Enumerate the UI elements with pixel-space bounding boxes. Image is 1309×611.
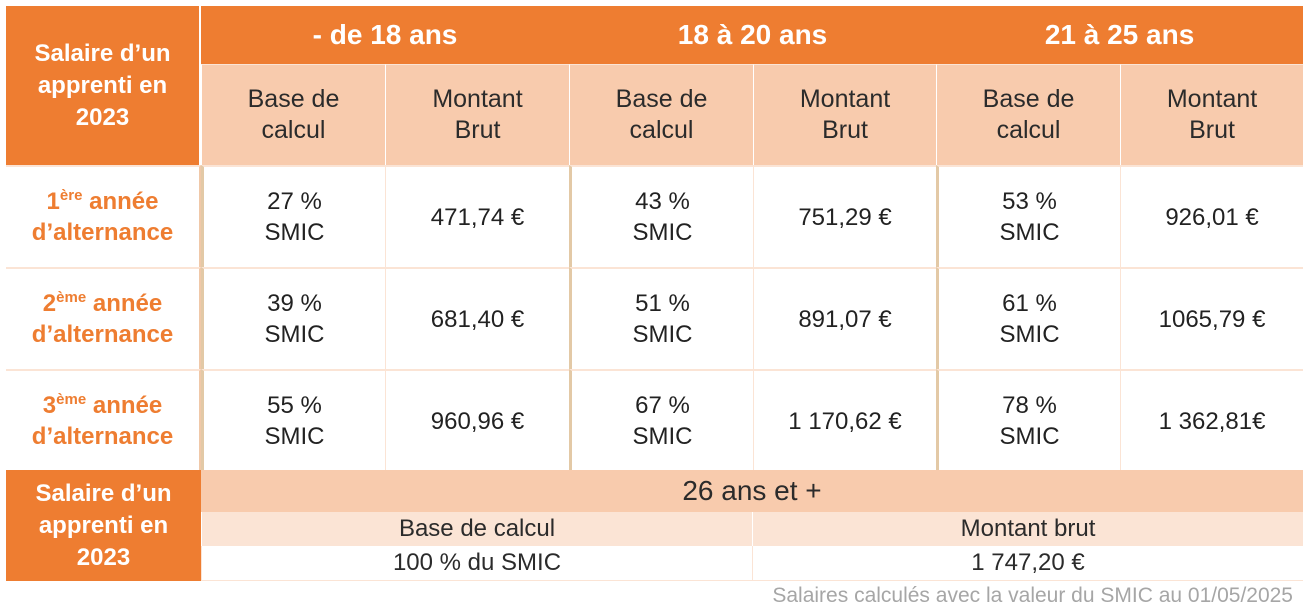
row-number: 1 <box>46 188 60 215</box>
corner-line: 2023 <box>76 543 131 571</box>
base-pct: 39 % <box>267 290 322 317</box>
montant-cell: 471,74 € <box>385 165 570 267</box>
age-header-18-20: 18 à 20 ans <box>569 6 937 64</box>
corner-line: Salaire d’un <box>34 39 171 67</box>
sub-line: Base de <box>982 85 1075 113</box>
row-ordinal: ère <box>59 187 83 204</box>
base-unit: SMIC <box>632 423 693 450</box>
base-cell: 51 % SMIC <box>569 267 754 369</box>
bottom-montant-value: 1 747,20 € <box>752 546 1303 581</box>
base-cell: 78 % SMIC <box>936 369 1121 471</box>
row-header-line1: 3ème année <box>6 390 199 421</box>
bottom-value-row: 100 % du SMIC 1 747,20 € <box>6 546 1303 581</box>
age-header-under-18: - de 18 ans <box>201 6 570 64</box>
base-unit: SMIC <box>999 321 1060 348</box>
corner-line: 2023 <box>75 103 130 131</box>
sub-header-montant: Montant Brut <box>1120 64 1304 165</box>
row-header-line2: d’alternance <box>31 219 174 246</box>
base-unit: SMIC <box>999 219 1060 246</box>
corner-header: Salaire d’un apprenti en 2023 <box>6 6 201 165</box>
sub-line: calcul <box>996 116 1061 144</box>
sub-line: Brut <box>454 116 501 144</box>
base-cell: 55 % SMIC <box>201 369 385 471</box>
sub-line: Base de <box>247 85 340 113</box>
base-cell: 61 % SMIC <box>936 267 1121 369</box>
sub-line: Montant <box>1166 85 1258 113</box>
row-header: 3ème année d’alternance <box>6 369 201 471</box>
bottom-sub-header-row: Base de calcul Montant brut <box>6 512 1303 546</box>
sub-line: Montant <box>799 85 891 113</box>
row-header: 2ème année d’alternance <box>6 267 201 369</box>
table-row: 2ème année d’alternance 39 % SMIC 681,40 … <box>6 267 1304 369</box>
montant-cell: 1 170,62 € <box>753 369 937 471</box>
sub-line: Brut <box>1189 116 1235 144</box>
row-header: 1ère année d’alternance <box>6 165 201 267</box>
base-pct: 27 % <box>267 188 322 215</box>
row-header-line1: 2ème année <box>6 288 199 319</box>
sub-line: calcul <box>629 116 694 144</box>
row-header-line2: d’alternance <box>31 423 174 450</box>
base-pct: 78 % <box>1002 392 1057 419</box>
sub-header-base: Base de calcul <box>936 64 1121 165</box>
base-unit: SMIC <box>264 219 325 246</box>
bottom-base-value: 100 % du SMIC <box>201 546 752 581</box>
row-header-line1: 1ère année <box>6 186 199 217</box>
age-header-26-plus: 26 ans et + <box>201 470 1303 512</box>
table-row: 1ère année d’alternance 27 % SMIC 471,74 … <box>6 165 1304 267</box>
row-word: année <box>86 392 163 419</box>
base-cell: 53 % SMIC <box>936 165 1121 267</box>
salary-table: Salaire d’un apprenti en 2023 - de 18 an… <box>6 6 1304 471</box>
sub-header-montant: Montant Brut <box>753 64 937 165</box>
sub-line: Base de <box>615 85 708 113</box>
base-unit: SMIC <box>264 321 325 348</box>
montant-cell: 960,96 € <box>385 369 570 471</box>
corner-line: Salaire d’un <box>35 479 172 507</box>
table-row: 3ème année d’alternance 55 % SMIC 960,96 … <box>6 369 1304 471</box>
sub-header-base: Base de calcul <box>569 64 754 165</box>
row-number: 2 <box>42 290 57 317</box>
row-ordinal: ème <box>56 391 87 408</box>
sub-header-base: Base de calcul <box>201 64 385 165</box>
base-unit: SMIC <box>999 423 1060 450</box>
base-unit: SMIC <box>632 219 693 246</box>
corner-line: apprenti en <box>37 71 168 99</box>
salary-table-26-plus: Salaire d’un apprenti en 2023 26 ans et … <box>6 470 1303 581</box>
base-pct: 55 % <box>267 392 322 419</box>
sub-line: Montant <box>432 85 523 113</box>
montant-cell: 926,01 € <box>1120 165 1304 267</box>
base-unit: SMIC <box>264 423 325 450</box>
sub-header-row: Base de calcul Montant Brut Base de calcul … <box>6 64 1304 165</box>
base-pct: 51 % <box>635 290 690 317</box>
base-unit: SMIC <box>632 321 693 348</box>
montant-cell: 1065,79 € <box>1120 267 1304 369</box>
base-cell: 67 % SMIC <box>569 369 754 471</box>
row-header-line2: d’alternance <box>31 321 174 348</box>
base-cell: 27 % SMIC <box>201 165 385 267</box>
montant-cell: 1 362,81€ <box>1120 369 1304 471</box>
bottom-montant-header: Montant brut <box>752 512 1303 546</box>
sub-header-montant: Montant Brut <box>385 64 570 165</box>
sub-line: calcul <box>261 116 326 144</box>
age-header-row: Salaire d’un apprenti en 2023 - de 18 an… <box>6 6 1304 165</box>
row-number: 3 <box>42 392 57 419</box>
row-word: année <box>86 290 163 317</box>
base-pct: 61 % <box>1002 290 1057 317</box>
bottom-corner-header: Salaire d’un apprenti en 2023 <box>6 470 201 581</box>
row-ordinal: ème <box>56 289 87 306</box>
montant-cell: 751,29 € <box>753 165 937 267</box>
montant-cell: 891,07 € <box>753 267 937 369</box>
age-header-21-25: 21 à 25 ans <box>936 6 1304 64</box>
corner-line: apprenti en <box>38 511 169 539</box>
base-cell: 43 % SMIC <box>569 165 754 267</box>
montant-cell: 681,40 € <box>385 267 570 369</box>
bottom-header-row: Salaire d’un apprenti en 2023 26 ans et … <box>6 470 1303 581</box>
sub-line: Brut <box>822 116 868 144</box>
base-cell: 39 % SMIC <box>201 267 385 369</box>
bottom-base-header: Base de calcul <box>201 512 752 546</box>
row-word: année <box>82 188 159 215</box>
base-pct: 67 % <box>635 392 690 419</box>
base-pct: 53 % <box>1002 188 1057 215</box>
footnote: Salaires calculés avec la valeur du SMIC… <box>772 584 1293 607</box>
base-pct: 43 % <box>635 188 690 215</box>
